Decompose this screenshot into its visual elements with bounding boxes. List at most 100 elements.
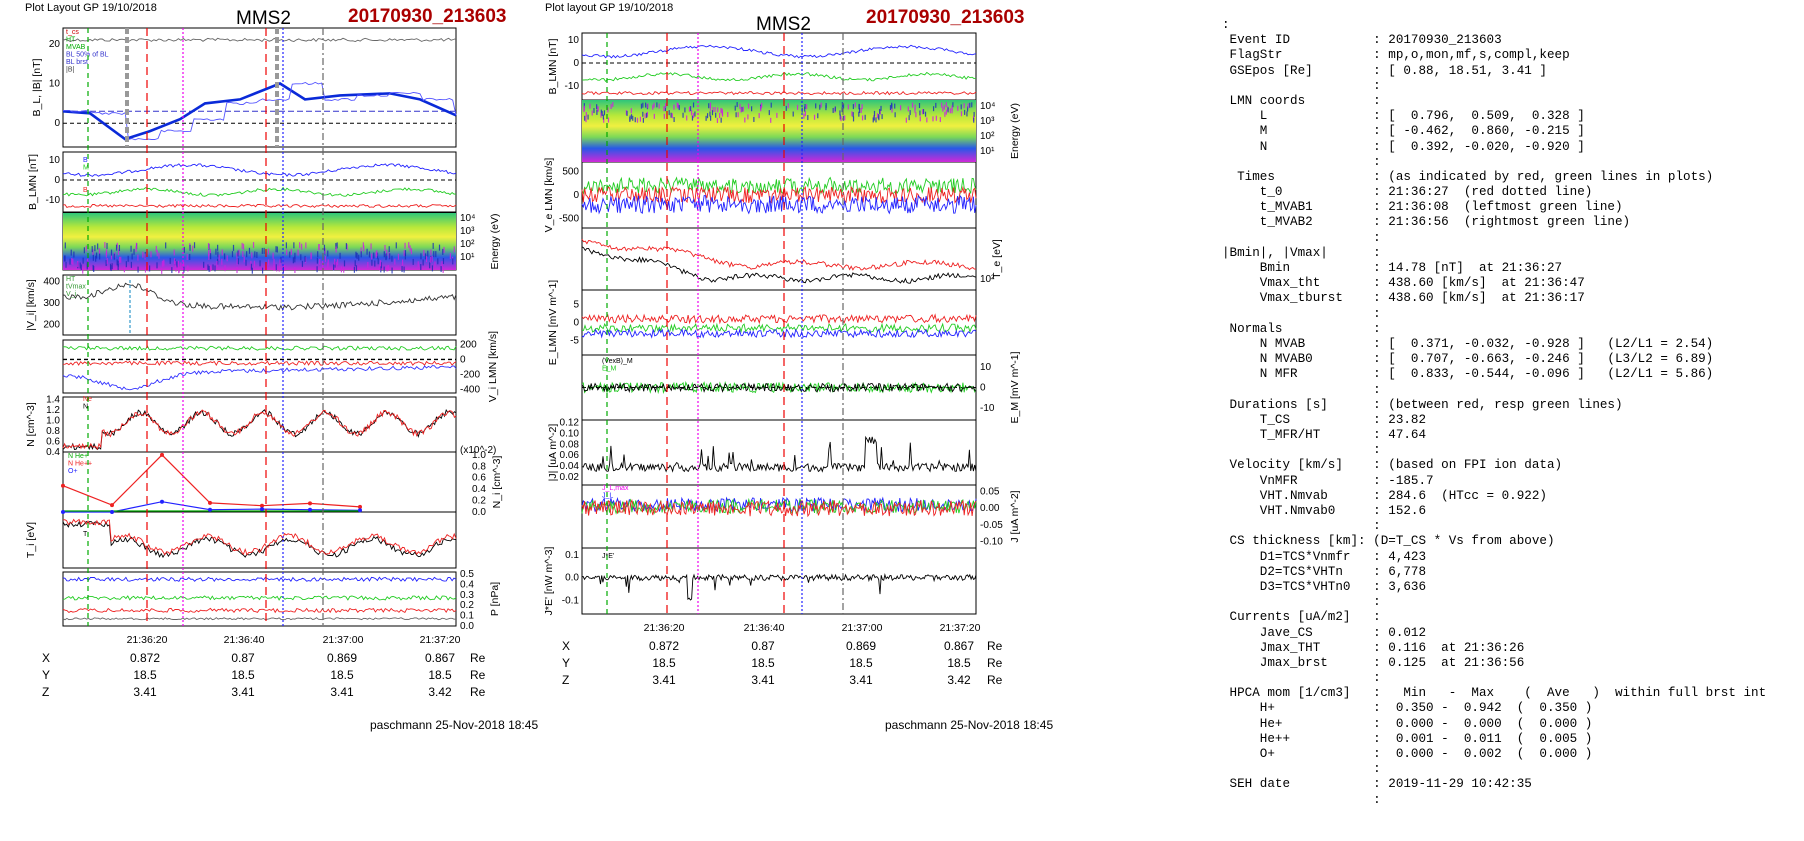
right-p2-spectrogram: [582, 100, 976, 162]
right-p7-ytick-4: 0.04: [560, 461, 580, 472]
left-pos-cell: 0.867: [424, 651, 456, 665]
right-p2-pixel: [861, 115, 864, 121]
left-p3-pixel: [360, 251, 362, 258]
left-p3-pixel: [243, 256, 245, 263]
left-footer: paschmann 25-Nov-2018 18:45: [370, 718, 539, 732]
right-p2-pixel: [911, 102, 914, 108]
right-p2-pixel: [735, 112, 737, 118]
left-p3-pixel: [362, 242, 364, 249]
right-p8-JN: [581, 496, 977, 513]
info-line: t_0 : 21:36:27 (red dotted line): [1222, 185, 1593, 200]
left-p3-pixel: [299, 242, 301, 249]
right-p2-pixel: [625, 110, 628, 116]
left-p3-pixel: [324, 255, 327, 262]
info-line: :: [1222, 18, 1230, 32]
right-p2-pixel: [591, 110, 593, 116]
right-pos-cell: 18.5: [947, 656, 971, 670]
left-p6-ylabel: N [cm^-3]: [25, 402, 37, 447]
left-p3-pixel: [144, 253, 146, 260]
right-p2-pixel: [861, 104, 863, 110]
info-line: H+ : 0.350 - 0.942 ( 0.350 ): [1222, 701, 1593, 716]
right-p2-pixel: [915, 112, 917, 118]
left-p6-ytick-1: 1.2: [46, 405, 60, 416]
left-p3-pixel: [144, 266, 147, 273]
right-p2-pixel: [677, 103, 679, 109]
left-p3-pixel: [379, 264, 381, 271]
right-p2-pixel: [943, 104, 945, 110]
left-p3-pixel: [218, 254, 220, 261]
left-p3-pixel: [424, 253, 427, 260]
right-p2-pixel: [825, 103, 827, 109]
left-p3-pixel: [343, 260, 346, 267]
right-p2-pixel: [583, 103, 585, 109]
left-p3-pixel: [93, 266, 95, 273]
left-p3-pixel: [116, 242, 118, 249]
right-p2-pixel: [692, 102, 695, 108]
left-pos-cell: 0.87: [231, 651, 255, 665]
right-p2-pixel: [971, 102, 973, 108]
right-p2-ytick-1: 10³: [980, 116, 995, 127]
info-line: :: [1222, 382, 1381, 397]
right-p2-pixel: [960, 111, 963, 117]
info-line: N : [ 0.392, -0.020, -0.920 ]: [1222, 139, 1585, 154]
right-p2-pixel: [839, 114, 841, 120]
left-p3-pixel: [391, 255, 393, 262]
left-p3-pixel: [333, 264, 335, 271]
left-p3-pixel: [111, 263, 113, 270]
left-p1-ylabel: B_L, |B| [nT]: [31, 58, 43, 116]
right-p2-pixel: [684, 107, 686, 113]
left-p3-pixel: [72, 258, 74, 265]
left-p3-pixel: [422, 259, 424, 266]
left-p3-pixel: [423, 249, 425, 256]
left-p5-ytick-2: -200: [460, 369, 480, 380]
right-p8-JL: [581, 498, 977, 518]
right-pos-cell: 0.87: [751, 639, 775, 653]
left-p3-pixel: [388, 246, 390, 253]
left-pos-row-label-Z: Z: [42, 685, 50, 699]
left-p3-pixel: [147, 265, 149, 272]
left-p3-pixel: [209, 253, 212, 260]
right-p5-ytick-2: -5: [570, 336, 579, 347]
left-time-tick-3: 21:37:20: [420, 634, 461, 646]
right-p2-pixel: [686, 115, 688, 121]
left-p9-ytick-2: 0.3: [460, 590, 474, 601]
left-p3-pixel: [85, 245, 87, 252]
left-p3-pixel: [276, 246, 278, 253]
right-event-id: 20170930_213603: [866, 7, 1025, 28]
right-p2-pixel: [705, 115, 707, 121]
right-pos-unit: Re: [987, 656, 1003, 670]
right-p2-pixel: [947, 107, 949, 113]
left-p3-pixel: [116, 259, 118, 266]
left-p7-ylabel: N_i [cm^-3]: [491, 456, 503, 509]
left-p3-ylabel: Energy (eV): [489, 213, 501, 269]
right-p2-pixel: [875, 117, 877, 123]
left-p7-scale: (x10^-2): [460, 445, 496, 456]
left-p7-point: [160, 452, 164, 457]
right-p2-pixel: [964, 109, 966, 115]
left-p3-pixel: [385, 253, 387, 260]
left-p9-Pb: [62, 595, 457, 601]
left-p3-pixel: [193, 242, 196, 249]
info-line: Vmax_tht : 438.60 [km/s] at 21:36:47: [1222, 276, 1585, 291]
right-p9-ytick-2: -0.1: [562, 595, 580, 606]
left-p3-pixel: [254, 251, 256, 258]
left-pos-row-label-Y: Y: [42, 668, 51, 682]
left-p3-pixel: [158, 252, 160, 259]
left-p3-pixel: [231, 251, 234, 258]
left-p3-pixel: [123, 266, 125, 273]
left-p3-pixel: [410, 248, 413, 255]
left-p3-pixel: [131, 253, 133, 260]
left-p3-pixel: [241, 242, 243, 249]
left-panel-frame-2: [62, 151, 457, 213]
right-p2-pixel: [858, 108, 861, 114]
right-p2-pixel: [717, 107, 719, 113]
info-line: N MVAB0 : [ 0.707, -0.663, -0.246 ] (L3/…: [1222, 352, 1714, 367]
left-p3-pixel: [92, 254, 94, 261]
left-p9-Pi: [62, 607, 457, 614]
left-panel-frame-9: [62, 571, 457, 627]
right-p2-pixel: [768, 110, 770, 116]
left-p3-pixel: [316, 257, 318, 264]
left-p3-pixel: [118, 256, 121, 263]
left-p3-pixel: [294, 256, 296, 263]
